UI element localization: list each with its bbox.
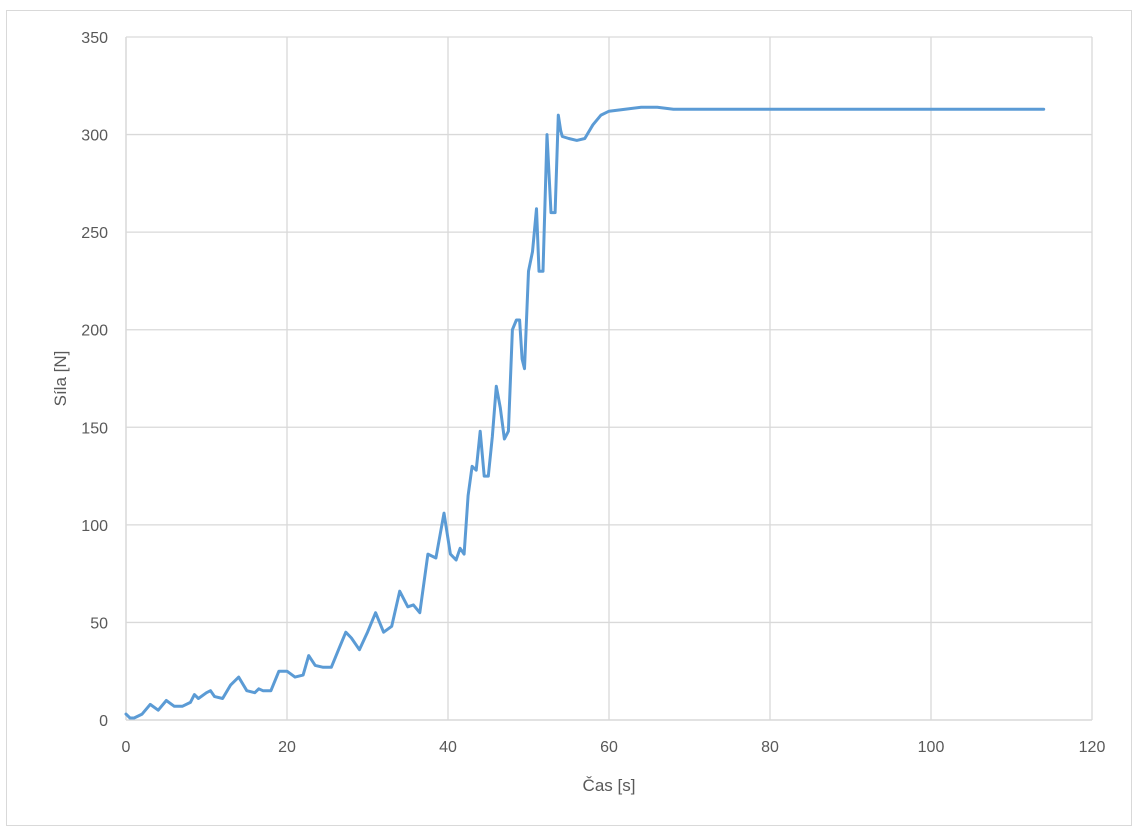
y-tick-label: 300 bbox=[81, 128, 108, 145]
series-line bbox=[124, 105, 1046, 720]
x-tick-label: 60 bbox=[600, 739, 618, 756]
x-tick-label: 0 bbox=[122, 739, 131, 756]
y-tick-label: 150 bbox=[81, 420, 108, 437]
y-tick-label: 100 bbox=[81, 518, 108, 535]
tick-labels: 0 50 100 150 200 250 300 350 0 20 40 60 80 100 120 bbox=[81, 30, 1105, 756]
y-tick-label: 0 bbox=[99, 713, 108, 730]
x-tick-label: 80 bbox=[761, 739, 779, 756]
x-tick-label: 20 bbox=[278, 739, 296, 756]
grid-lines bbox=[126, 36, 1093, 720]
axes bbox=[125, 37, 1092, 721]
y-tick-label: 350 bbox=[81, 30, 108, 47]
y-tick-label: 200 bbox=[81, 323, 108, 340]
series bbox=[124, 105, 1046, 720]
x-tick-label: 40 bbox=[439, 739, 457, 756]
chart-frame bbox=[6, 10, 1132, 826]
x-tick-label: 120 bbox=[1079, 739, 1106, 756]
y-tick-label: 250 bbox=[81, 225, 108, 242]
x-axis-title: Čas [s] bbox=[583, 776, 636, 795]
x-tick-label: 100 bbox=[918, 739, 945, 756]
y-tick-label: 50 bbox=[90, 615, 108, 632]
y-axis-title: Síla [N] bbox=[51, 351, 70, 407]
